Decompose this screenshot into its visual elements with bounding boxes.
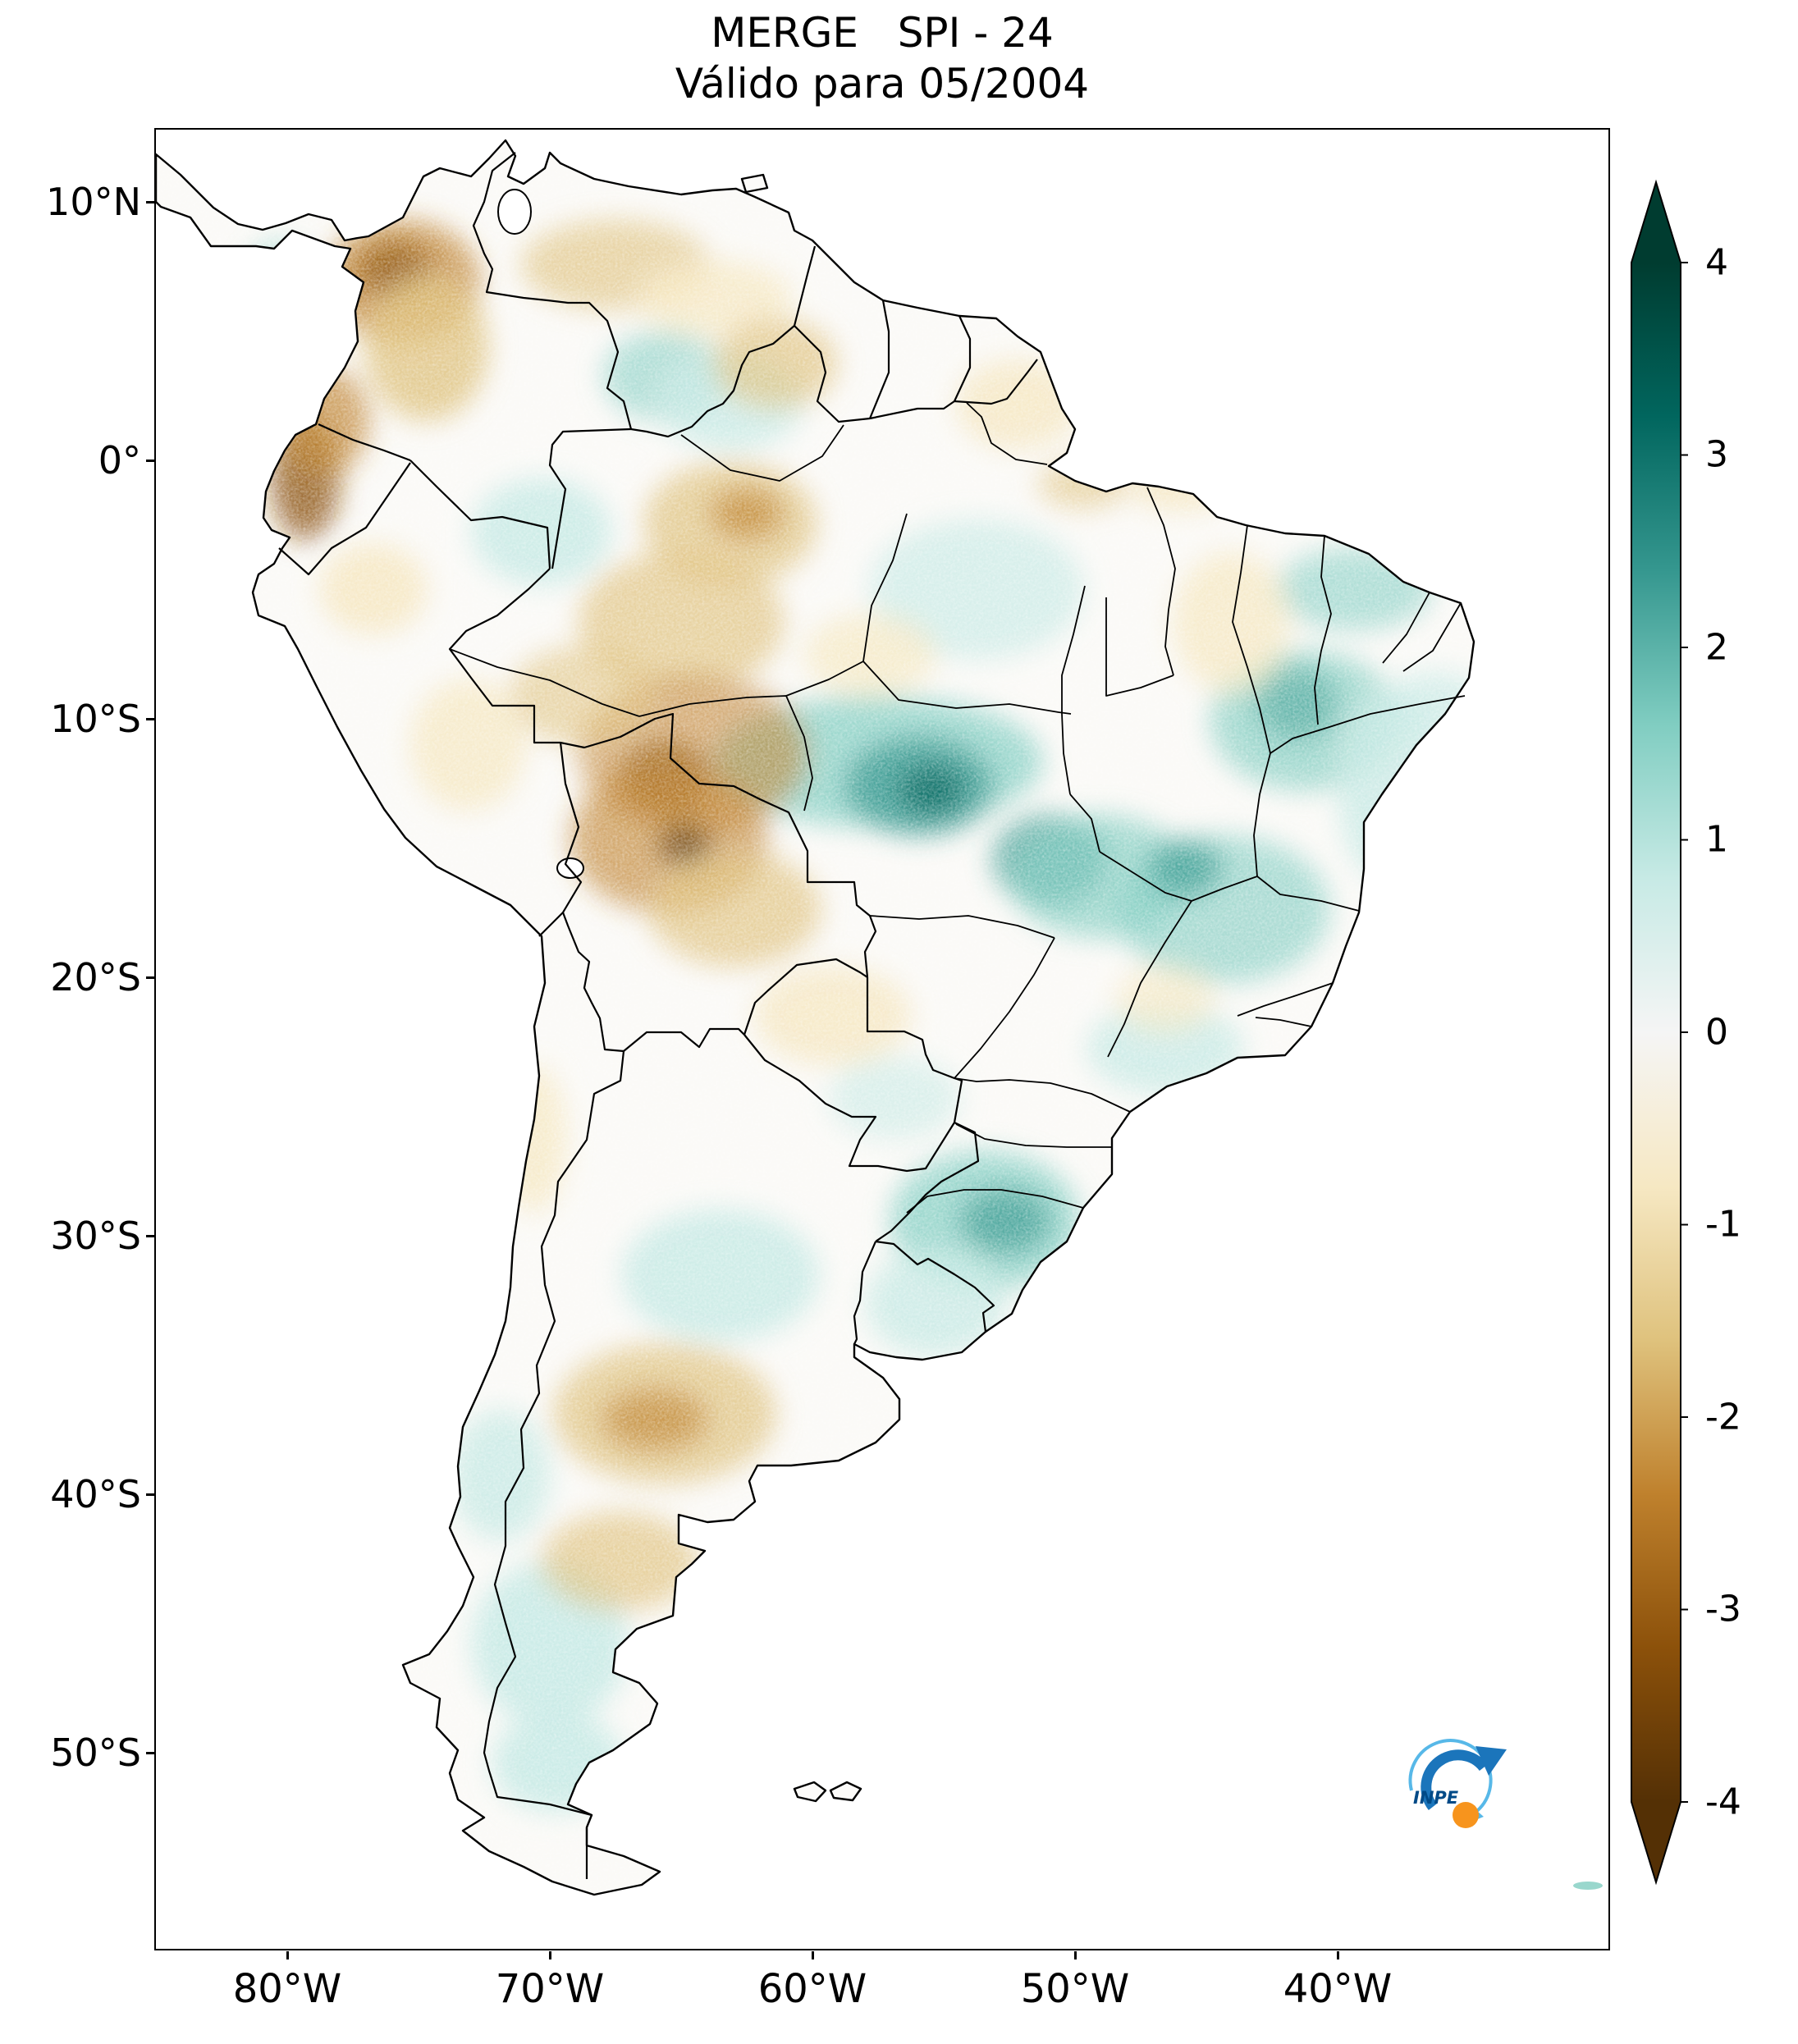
figure-title: MERGE SPI - 24 [711,9,1054,57]
spi-anomaly-field [155,139,1474,1895]
colorbar-gradient [1631,263,1681,1802]
lake-maracaibo [496,188,532,235]
y-tick-label: 0° [98,438,141,482]
colorbar-tick-label: -4 [1705,1781,1741,1823]
colorbar-tick-label: 4 [1705,241,1728,284]
lake-titicaca [556,857,584,879]
x-axis-tick [286,1951,289,1959]
inpe-logo-orange-dot [1452,1801,1479,1828]
colorbar-tick-label: 0 [1705,1011,1728,1054]
inpe-logo-arrowhead-icon [1475,1745,1507,1776]
y-tick-label: 40°S [50,1472,141,1516]
y-tick-label: 10°N [46,180,141,224]
spi-map: INPE [155,139,1603,1895]
coastline [155,139,1475,1895]
colorbar-tick-label: 2 [1705,626,1728,669]
y-axis-tick [146,1752,154,1754]
x-axis-tick [1074,1951,1077,1959]
x-tick-label: 40°W [1283,1966,1393,2012]
colorbar-extend-bottom [1631,1802,1681,1882]
y-axis-tick [146,718,154,720]
y-axis-tick [146,976,154,979]
inpe-logo: INPE [1408,1738,1507,1828]
inpe-logo-swirl-icon [1408,1738,1493,1815]
colorbar-tick-label: 3 [1705,433,1728,476]
inpe-logo-arrow-icon [1420,1749,1488,1810]
y-axis-tick [146,1235,154,1237]
y-tick-label: 10°S [50,697,141,741]
country-borders [277,151,1038,1879]
figure-subtitle: Válido para 05/2004 [675,60,1090,107]
falkland-islands [793,1781,862,1802]
y-tick-label: 30°S [50,1214,141,1258]
x-axis-tick [549,1951,551,1959]
trinidad-island [740,173,768,193]
colorbar-tick-label: -1 [1705,1203,1741,1246]
ocean-raster-artifact [1572,1881,1603,1890]
lakes [496,188,584,879]
state-borders [449,401,1465,1214]
y-axis-tick [146,201,154,203]
inpe-logo-text: INPE [1413,1788,1459,1808]
colorbar-tick-label: 1 [1705,818,1728,861]
colorbar-ticks [1681,262,1688,1803]
colorbar-tick-label: -2 [1705,1396,1741,1438]
colorbar-extend-top [1631,182,1681,263]
map-axes: INPE [153,127,1610,1950]
x-tick-label: 60°W [757,1966,867,2012]
y-axis-tick [146,460,154,462]
y-tick-label: 20°S [50,955,141,999]
x-tick-label: 70°W [495,1966,605,2012]
x-axis-tick [812,1951,814,1959]
y-axis-tick [146,1493,154,1496]
y-tick-label: 50°S [50,1731,141,1775]
colorbar [1631,179,1688,1886]
raster-noise [155,139,1474,1895]
colorbar-tick-label: -3 [1705,1588,1741,1630]
x-tick-label: 50°W [1020,1966,1130,2012]
x-axis-tick [1337,1951,1339,1959]
x-tick-label: 80°W [232,1966,342,2012]
